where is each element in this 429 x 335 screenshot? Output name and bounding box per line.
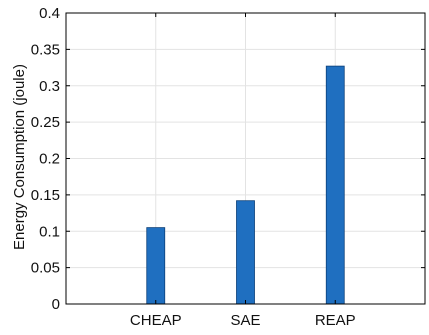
- x-tick-label-reap: REAP: [315, 312, 356, 329]
- bars-layer: [146, 65, 345, 305]
- y-tick-label: 0.05: [31, 260, 60, 277]
- bar-reap: [325, 65, 345, 305]
- y-tick-label: 0.1: [39, 223, 60, 240]
- y-tick-label: 0.35: [31, 41, 60, 58]
- y-tick-label: 0.2: [39, 151, 60, 168]
- y-tick-label: 0.4: [39, 5, 60, 22]
- bar-sae: [236, 200, 255, 305]
- bar-cheap: [146, 227, 166, 305]
- y-tick-label: 0.15: [31, 187, 60, 204]
- ticks-layer: 0 0.05 0.1 0.15 0.2 0.25 0.3 0.35 0.4 CHEAP SAE REA…: [31, 5, 425, 329]
- x-tick-label-cheap: CHEAP: [130, 312, 182, 329]
- y-tick-label: 0.25: [31, 114, 60, 131]
- y-tick-label: 0: [52, 296, 60, 313]
- y-axis-label: Energy Consumption (joule): [11, 64, 28, 250]
- x-tick-label-sae: SAE: [230, 312, 260, 329]
- y-tick-label: 0.3: [39, 78, 60, 95]
